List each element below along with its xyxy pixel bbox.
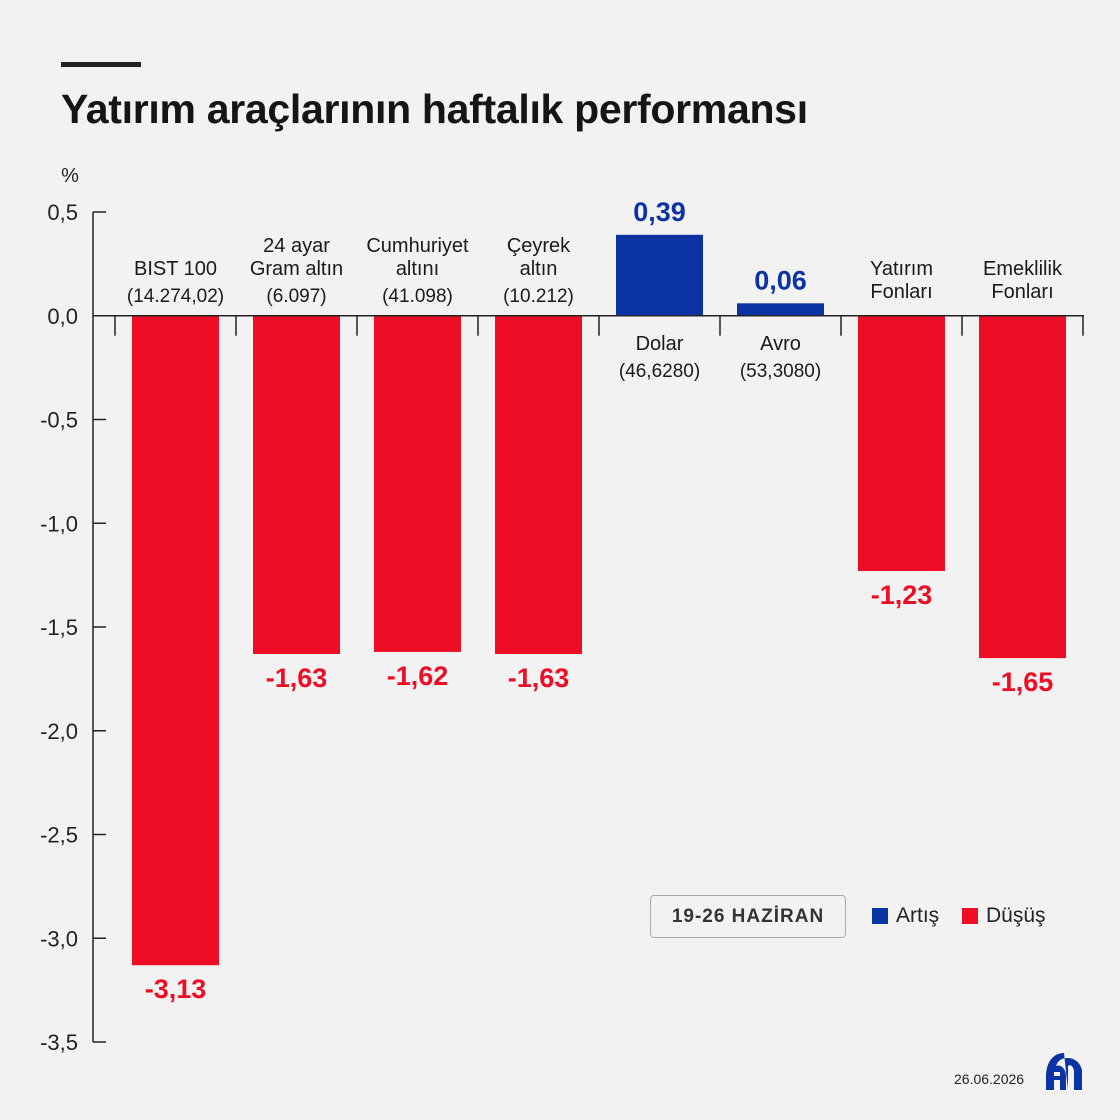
category-price-label: (14.274,02) (127, 286, 224, 307)
date-range-badge: 19-26 HAZİRAN (650, 895, 846, 938)
bar (495, 315, 582, 654)
category-label: Emeklilik (983, 258, 1063, 280)
category-label: Yatırım (870, 258, 933, 280)
bar-value-label: -1,65 (992, 667, 1054, 697)
y-tick-label: -3,5 (40, 1030, 78, 1055)
category-label: altın (520, 258, 558, 280)
category-label: Gram altın (250, 258, 343, 280)
legend-item-increase: Artış (872, 904, 939, 928)
legend-swatch-increase (872, 908, 888, 924)
category-label: Avro (760, 333, 801, 355)
bar-value-label: 0,39 (633, 197, 686, 227)
y-tick-label: -2,0 (40, 719, 78, 744)
footer-date: 26.06.2026 (954, 1071, 1025, 1087)
aa-logo-icon (1046, 1053, 1082, 1090)
category-label: Cumhuriyet (366, 235, 469, 257)
category-price-label: (46,6280) (619, 361, 700, 382)
bar-value-label: -1,63 (508, 663, 570, 693)
category-label: Dolar (636, 333, 684, 355)
category-label: 24 ayar (263, 235, 330, 257)
category-label: altını (396, 258, 439, 280)
y-tick-label: 0,0 (47, 304, 78, 329)
category-label: Fonları (991, 281, 1053, 303)
category-price-label: (10.212) (503, 286, 574, 307)
category-price-label: (41.098) (382, 286, 453, 307)
title-rule (61, 62, 141, 67)
bar (858, 315, 945, 571)
bar (132, 315, 219, 966)
legend-item-decrease: Düşüş (962, 904, 1046, 928)
bar (374, 315, 461, 652)
category-price-label: (53,3080) (740, 361, 821, 382)
legend-label-increase: Artış (896, 904, 940, 927)
bar-value-label: -3,13 (145, 974, 207, 1004)
legend-swatch-decrease (962, 908, 978, 924)
y-tick-label: -1,5 (40, 615, 78, 640)
y-tick-label: -0,5 (40, 408, 78, 433)
category-label: Çeyrek (507, 235, 571, 257)
bar-value-label: 0,06 (754, 265, 807, 295)
bar-value-label: -1,23 (871, 580, 933, 610)
y-axis-unit-label: % (61, 165, 79, 187)
bar-value-label: -1,63 (266, 663, 328, 693)
bar (253, 315, 340, 654)
bar-value-label: -1,62 (387, 661, 449, 691)
category-label: BIST 100 (134, 258, 217, 280)
bar (737, 303, 824, 316)
category-label: Fonları (870, 281, 932, 303)
y-tick-label: -2,5 (40, 823, 78, 848)
y-tick-label: -3,0 (40, 926, 78, 951)
category-price-label: (6.097) (266, 286, 326, 307)
chart-title: Yatırım araçlarının haftalık performansı (61, 86, 808, 132)
bar (616, 234, 703, 316)
y-tick-label: 0,5 (47, 200, 78, 225)
y-tick-label: -1,0 (40, 511, 78, 536)
bar (979, 315, 1066, 659)
legend-label-decrease: Düşüş (986, 904, 1046, 927)
